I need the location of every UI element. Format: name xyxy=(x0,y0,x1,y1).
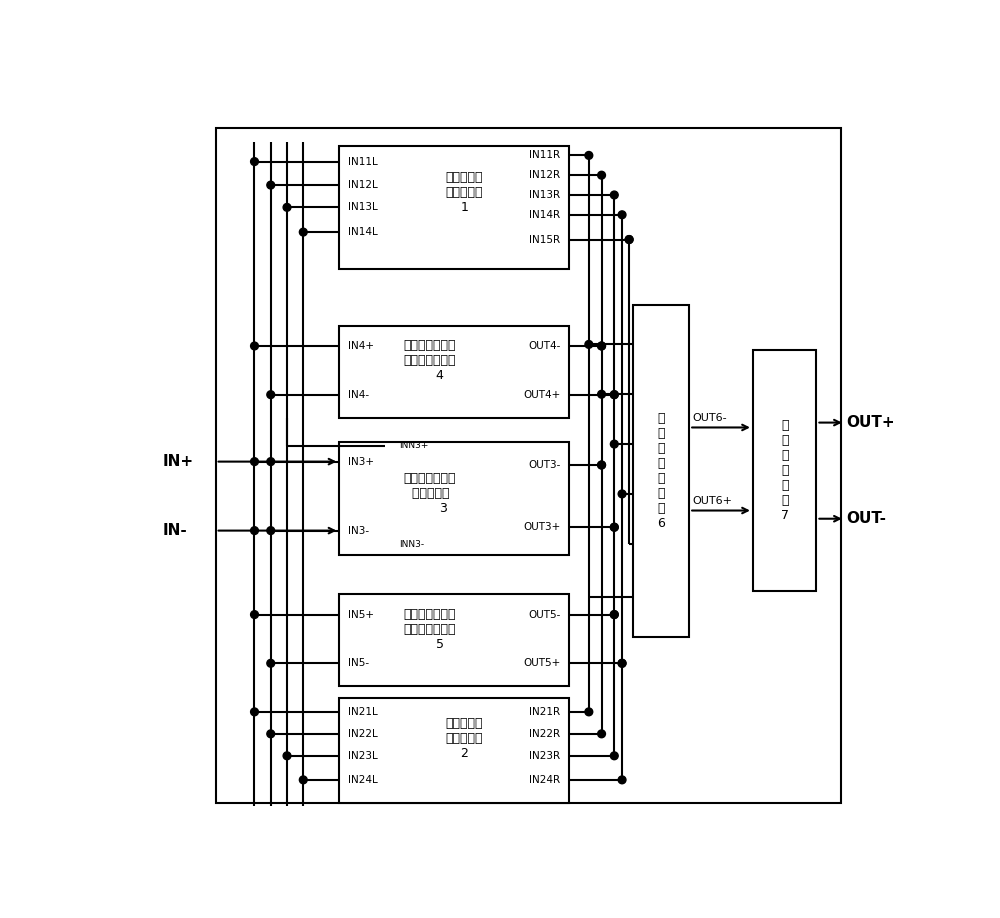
Circle shape xyxy=(299,776,307,784)
Text: 可编程主全差分
  运算放大器
         3: 可编程主全差分 运算放大器 3 xyxy=(404,472,456,515)
Circle shape xyxy=(610,191,618,199)
Text: IN5+: IN5+ xyxy=(348,610,374,620)
Circle shape xyxy=(598,461,605,469)
Text: IN+: IN+ xyxy=(163,454,194,469)
Text: IN5-: IN5- xyxy=(348,658,369,668)
Circle shape xyxy=(251,708,258,716)
Circle shape xyxy=(267,391,275,398)
Text: IN24L: IN24L xyxy=(348,775,378,785)
Text: IN14L: IN14L xyxy=(348,227,378,237)
Circle shape xyxy=(251,610,258,619)
Circle shape xyxy=(610,391,618,398)
Circle shape xyxy=(283,752,291,760)
Circle shape xyxy=(251,158,258,165)
Text: IN22R: IN22R xyxy=(529,729,561,739)
Circle shape xyxy=(610,441,618,448)
Circle shape xyxy=(598,390,605,398)
Text: IN14R: IN14R xyxy=(529,210,561,219)
Circle shape xyxy=(610,523,618,532)
Text: IN-: IN- xyxy=(163,523,187,538)
Bar xyxy=(339,594,569,687)
Text: IN23L: IN23L xyxy=(348,751,378,761)
Circle shape xyxy=(618,776,626,784)
Text: IN13L: IN13L xyxy=(348,202,378,212)
Text: IN12L: IN12L xyxy=(348,180,378,190)
Text: OUT5-: OUT5- xyxy=(528,610,561,620)
Circle shape xyxy=(585,151,593,160)
Text: IN4+: IN4+ xyxy=(348,341,374,351)
Circle shape xyxy=(625,236,633,243)
Circle shape xyxy=(299,229,307,236)
Circle shape xyxy=(267,458,275,465)
Text: IN4-: IN4- xyxy=(348,389,369,399)
Circle shape xyxy=(585,708,593,716)
Circle shape xyxy=(267,730,275,738)
Circle shape xyxy=(598,461,605,469)
Text: IN11R: IN11R xyxy=(529,151,561,161)
Text: OUT3+: OUT3+ xyxy=(523,522,561,532)
Circle shape xyxy=(251,527,258,534)
Text: IN3+: IN3+ xyxy=(348,456,374,466)
Circle shape xyxy=(585,341,593,348)
Text: INN3+: INN3+ xyxy=(399,441,429,450)
Text: 输
出
多
路
选
择
器
6: 输 出 多 路 选 择 器 6 xyxy=(657,411,665,530)
Bar xyxy=(339,326,569,418)
Bar xyxy=(339,145,569,269)
Circle shape xyxy=(618,659,626,667)
Circle shape xyxy=(598,730,605,738)
Text: IN3-: IN3- xyxy=(348,526,369,535)
Circle shape xyxy=(267,659,275,667)
Text: OUT+: OUT+ xyxy=(846,415,895,431)
Circle shape xyxy=(267,527,275,534)
Text: IN23R: IN23R xyxy=(529,751,561,761)
Text: 第一可编程
开关电容组
    1: 第一可编程 开关电容组 1 xyxy=(445,171,482,214)
Bar xyxy=(633,305,689,637)
Text: IN15R: IN15R xyxy=(529,234,561,244)
Text: IN12R: IN12R xyxy=(529,170,561,180)
Circle shape xyxy=(267,181,275,189)
Text: 第一可编程从全
差分运算放大器
        4: 第一可编程从全 差分运算放大器 4 xyxy=(404,339,456,382)
Text: OUT4+: OUT4+ xyxy=(523,389,561,399)
Text: 第二可编程
开关电容组
    2: 第二可编程 开关电容组 2 xyxy=(445,717,482,759)
Circle shape xyxy=(610,391,618,398)
Circle shape xyxy=(618,659,626,667)
Circle shape xyxy=(598,342,605,350)
Text: OUT6-: OUT6- xyxy=(692,412,727,422)
Text: IN22L: IN22L xyxy=(348,729,378,739)
Text: OUT4-: OUT4- xyxy=(528,341,561,351)
Bar xyxy=(753,351,816,591)
Text: IN24R: IN24R xyxy=(529,775,561,785)
Text: OUT-: OUT- xyxy=(846,511,886,526)
Circle shape xyxy=(283,204,291,211)
Circle shape xyxy=(610,610,618,619)
Text: IN21R: IN21R xyxy=(529,707,561,717)
Bar xyxy=(216,128,841,803)
Circle shape xyxy=(610,752,618,760)
Circle shape xyxy=(598,342,605,350)
Circle shape xyxy=(251,458,258,465)
Bar xyxy=(339,699,569,803)
Text: 输
出
控
制
模
块
7: 输 出 控 制 模 块 7 xyxy=(781,420,789,522)
Bar xyxy=(339,442,569,555)
Text: OUT5+: OUT5+ xyxy=(523,658,561,668)
Text: OUT6+: OUT6+ xyxy=(692,496,732,506)
Text: OUT3-: OUT3- xyxy=(528,460,561,470)
Text: IN21L: IN21L xyxy=(348,707,378,717)
Circle shape xyxy=(598,172,605,179)
Circle shape xyxy=(618,490,626,498)
Circle shape xyxy=(610,523,618,532)
Text: IN11L: IN11L xyxy=(348,157,378,166)
Circle shape xyxy=(610,610,618,619)
Circle shape xyxy=(625,236,633,243)
Circle shape xyxy=(618,211,626,218)
Text: IN13R: IN13R xyxy=(529,190,561,200)
Text: INN3-: INN3- xyxy=(399,540,425,549)
Text: 第二可编程从全
差分运算放大器
        5: 第二可编程从全 差分运算放大器 5 xyxy=(404,608,456,651)
Circle shape xyxy=(251,342,258,350)
